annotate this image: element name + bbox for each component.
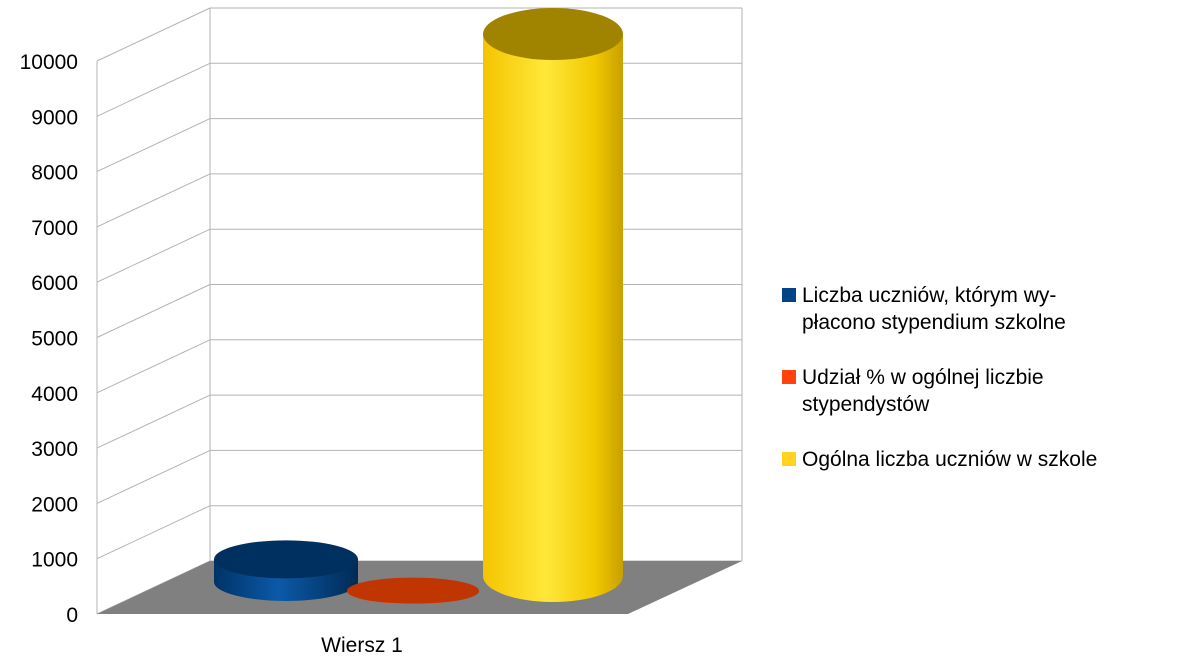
gridline-side (96, 505, 211, 560)
bar-top (483, 8, 623, 61)
legend-swatch-0 (782, 288, 796, 302)
legend-swatch-1 (782, 370, 796, 384)
y-tick-label: 9000 (31, 106, 78, 129)
legend-swatch-2 (782, 452, 796, 466)
bar (347, 577, 479, 604)
legend-item: Udział % w ogólnej liczbie stypendystów (782, 364, 1174, 418)
legend: Liczba uczniów, którym wy- płacono stype… (782, 282, 1174, 501)
bar (214, 540, 358, 601)
bar-top (214, 540, 358, 579)
legend-label: Liczba uczniów, którym wy- płacono stype… (802, 284, 1066, 334)
y-tick-label: 0 (66, 604, 78, 627)
gridline-side (96, 62, 211, 117)
x-axis: Wiersz 1 (321, 634, 403, 657)
legend-label: Udział % w ogólnej liczbie stypendystów (802, 366, 1044, 416)
y-axis: 0 1000 2000 3000 4000 5000 6000 7000 8000 9000 100… (20, 51, 78, 627)
y-tick-label: 3000 (31, 438, 78, 461)
legend-item: Liczba uczniów, którym wy- płacono stype… (782, 282, 1174, 336)
gridline-side (96, 7, 211, 62)
y-tick-label: 10000 (20, 51, 78, 74)
legend-label: Ogólna liczba uczniów w szkole (802, 448, 1098, 471)
bar-body (483, 34, 623, 602)
y-tick-label: 6000 (31, 272, 78, 295)
gridline-side (96, 284, 211, 338)
y-tick-label: 5000 (31, 328, 78, 351)
bars (214, 8, 623, 604)
y-tick-label: 4000 (31, 383, 78, 406)
y-tick-label: 8000 (31, 162, 78, 185)
gridline-side (96, 228, 211, 283)
grid (96, 7, 743, 615)
gridline-side (96, 118, 211, 173)
bar (483, 8, 623, 602)
gridline-side (96, 173, 211, 228)
gridline-side (96, 394, 211, 449)
y-tick-label: 7000 (31, 217, 78, 240)
y-tick-label: 2000 (31, 493, 78, 516)
y-tick-label: 1000 (31, 549, 78, 572)
gridline-side (96, 339, 211, 394)
x-tick-label: Wiersz 1 (321, 634, 403, 657)
bar-top (347, 577, 479, 604)
gridline-side (96, 449, 211, 504)
legend-item: Ogólna liczba uczniów w szkole (782, 446, 1174, 473)
